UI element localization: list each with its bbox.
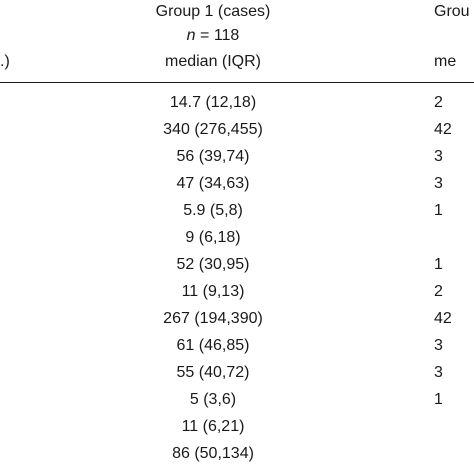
group2-title: Grou bbox=[434, 3, 470, 20]
group1-stat: median (IQR) bbox=[164, 53, 262, 70]
group2-cell: 3 bbox=[434, 148, 443, 165]
group1-cell: 55 (40,72) bbox=[176, 364, 250, 381]
first-column-header-fragment: .) bbox=[0, 53, 10, 70]
group2-cell: 42 bbox=[434, 310, 452, 327]
group1-cell: 11 (9,13) bbox=[181, 283, 245, 300]
group1-n-value: = 118 bbox=[200, 27, 240, 44]
group2-cell: 3 bbox=[434, 337, 443, 354]
group2-cell: 42 bbox=[434, 121, 452, 138]
group1-cell: 14.7 (12,18) bbox=[169, 94, 257, 111]
group2-cell: 2 bbox=[434, 283, 443, 300]
group1-cell: 47 (34,63) bbox=[176, 175, 250, 192]
group1-cell: 5.9 (5,8) bbox=[183, 202, 243, 219]
group1-n-label: n bbox=[186, 27, 196, 44]
group2-cell: 1 bbox=[434, 202, 443, 219]
group1-title: Group 1 (cases) bbox=[155, 3, 271, 20]
group2-cell: 1 bbox=[434, 256, 443, 273]
group1-cell: 61 (46,85) bbox=[176, 337, 250, 354]
group1-cell: 56 (39,74) bbox=[176, 148, 250, 165]
group2-cell: 3 bbox=[434, 175, 443, 192]
group1-n: n = 118 bbox=[187, 27, 240, 45]
group1-cell: 267 (194,390) bbox=[163, 310, 263, 327]
group1-cell: 52 (30,95) bbox=[176, 256, 250, 273]
group1-cell: 11 (6,21) bbox=[181, 418, 245, 435]
group2-cell: 1 bbox=[434, 391, 443, 408]
group2-cell: 2 bbox=[434, 94, 443, 111]
group1-cell: 86 (50,134) bbox=[172, 445, 254, 462]
group2-stat: me bbox=[434, 53, 457, 70]
header-rule bbox=[0, 82, 474, 83]
group2-cell: 3 bbox=[434, 364, 443, 381]
group1-cell: 340 (276,455) bbox=[163, 121, 263, 138]
group1-cell: 5 (3,6) bbox=[189, 391, 237, 408]
group1-cell: 9 (6,18) bbox=[185, 229, 241, 246]
